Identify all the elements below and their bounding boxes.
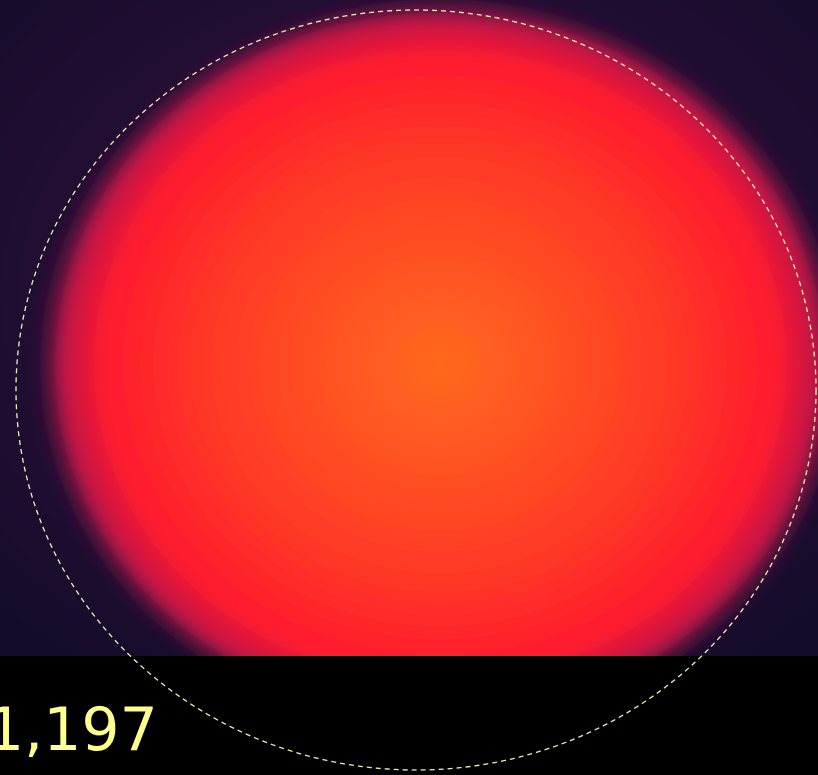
measurement-circle	[15, 9, 817, 771]
readout-bar	[0, 656, 818, 775]
readout-value: 1,197	[0, 695, 158, 765]
hot-spot	[30, 0, 818, 740]
